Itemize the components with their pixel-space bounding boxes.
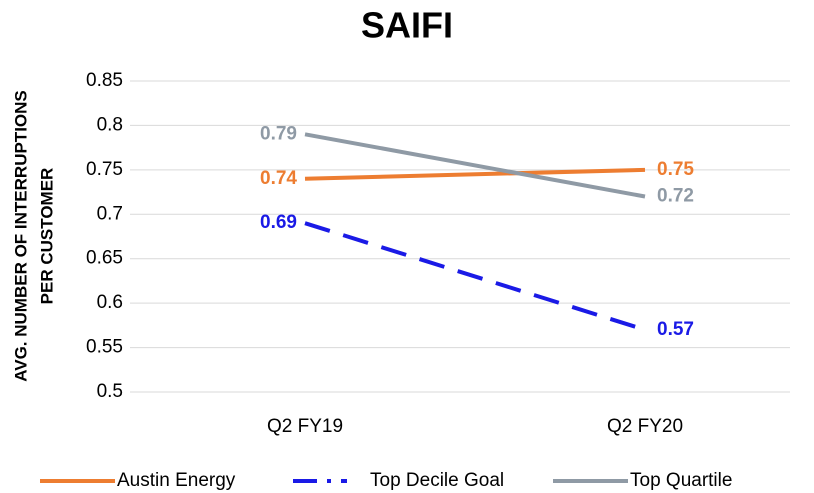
legend-label: Top Decile Goal bbox=[370, 470, 504, 491]
y-axis-label-line: PER CUSTOMER bbox=[37, 168, 56, 305]
data-label: 0.57 bbox=[657, 319, 694, 340]
legend-label: Austin Energy bbox=[117, 470, 236, 491]
data-label: 0.69 bbox=[260, 212, 297, 233]
y-tick-label: 0.75 bbox=[86, 159, 123, 180]
y-tick-label: 0.7 bbox=[97, 203, 123, 224]
y-tick-label: 0.65 bbox=[86, 248, 123, 269]
y-axis-label-line: AVG. NUMBER OF INTERRUPTIONS bbox=[11, 90, 30, 382]
series-line bbox=[304, 221, 646, 332]
x-tick-label: Q2 FY19 bbox=[267, 416, 343, 437]
y-tick-label: 0.6 bbox=[97, 292, 123, 313]
y-tick-label: 0.85 bbox=[86, 70, 123, 91]
y-tick-label: 0.8 bbox=[97, 114, 123, 135]
data-label: 0.75 bbox=[657, 159, 694, 180]
x-tick-label: Q2 FY20 bbox=[607, 416, 683, 437]
legend-label: Top Quartile bbox=[630, 470, 732, 491]
y-axis-label: AVG. NUMBER OF INTERRUPTIONS PER CUSTOME… bbox=[11, 90, 56, 382]
chart-title: SAIFI bbox=[361, 5, 453, 46]
series-line bbox=[304, 132, 646, 199]
y-tick-label: 0.55 bbox=[86, 337, 123, 358]
y-tick-label: 0.5 bbox=[97, 381, 123, 402]
data-label: 0.72 bbox=[657, 186, 694, 207]
data-label: 0.74 bbox=[260, 168, 297, 189]
data-label: 0.79 bbox=[260, 123, 297, 144]
series-line bbox=[304, 167, 646, 181]
